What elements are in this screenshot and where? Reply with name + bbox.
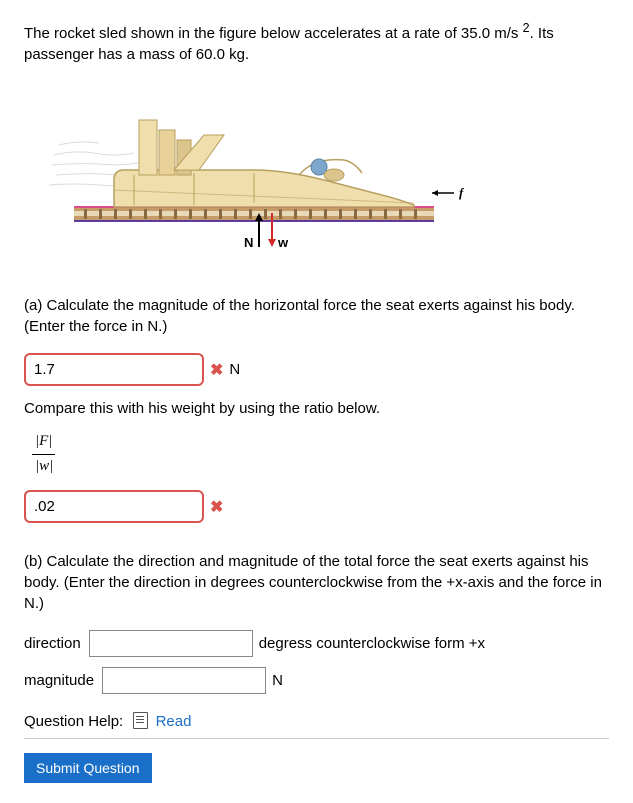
part-a-unit: N xyxy=(229,361,240,378)
magnitude-label: magnitude xyxy=(24,672,94,689)
part-b-prompt: (b) Calculate the direction and magnitud… xyxy=(24,551,609,614)
intro-text-1: The rocket sled shown in the figure belo… xyxy=(24,25,518,42)
ratio-expression: |F| |w| xyxy=(32,431,609,476)
question-intro: The rocket sled shown in the figure belo… xyxy=(24,20,609,65)
rocket-sled-figure: f N w xyxy=(44,85,464,265)
compare-text: Compare this with his weight by using th… xyxy=(24,400,609,417)
question-help-row: Question Help: Read xyxy=(24,712,609,739)
part-a-ratio-input[interactable] xyxy=(24,490,204,523)
magnitude-input[interactable] xyxy=(102,667,266,694)
submit-button[interactable]: Submit Question xyxy=(24,753,152,783)
magnitude-unit: N xyxy=(272,672,283,689)
svg-text:f: f xyxy=(459,185,464,200)
incorrect-x-icon: ✖ xyxy=(210,497,223,517)
document-icon xyxy=(133,712,148,729)
ratio-denominator: |w| xyxy=(32,455,56,477)
svg-text:N: N xyxy=(244,235,253,250)
intro-sup: 2 xyxy=(523,25,530,42)
incorrect-x-icon: ✖ xyxy=(210,360,223,380)
help-label: Question Help: xyxy=(24,713,123,730)
direction-label: direction xyxy=(24,635,81,652)
svg-text:w: w xyxy=(277,235,289,250)
read-link[interactable]: Read xyxy=(156,713,192,730)
ratio-numerator: |F| xyxy=(32,432,55,455)
direction-input[interactable] xyxy=(89,630,253,657)
part-a-force-input[interactable] xyxy=(24,353,204,386)
part-a-prompt: (a) Calculate the magnitude of the horiz… xyxy=(24,295,609,337)
direction-unit: degress counterclockwise form +x xyxy=(259,635,485,652)
